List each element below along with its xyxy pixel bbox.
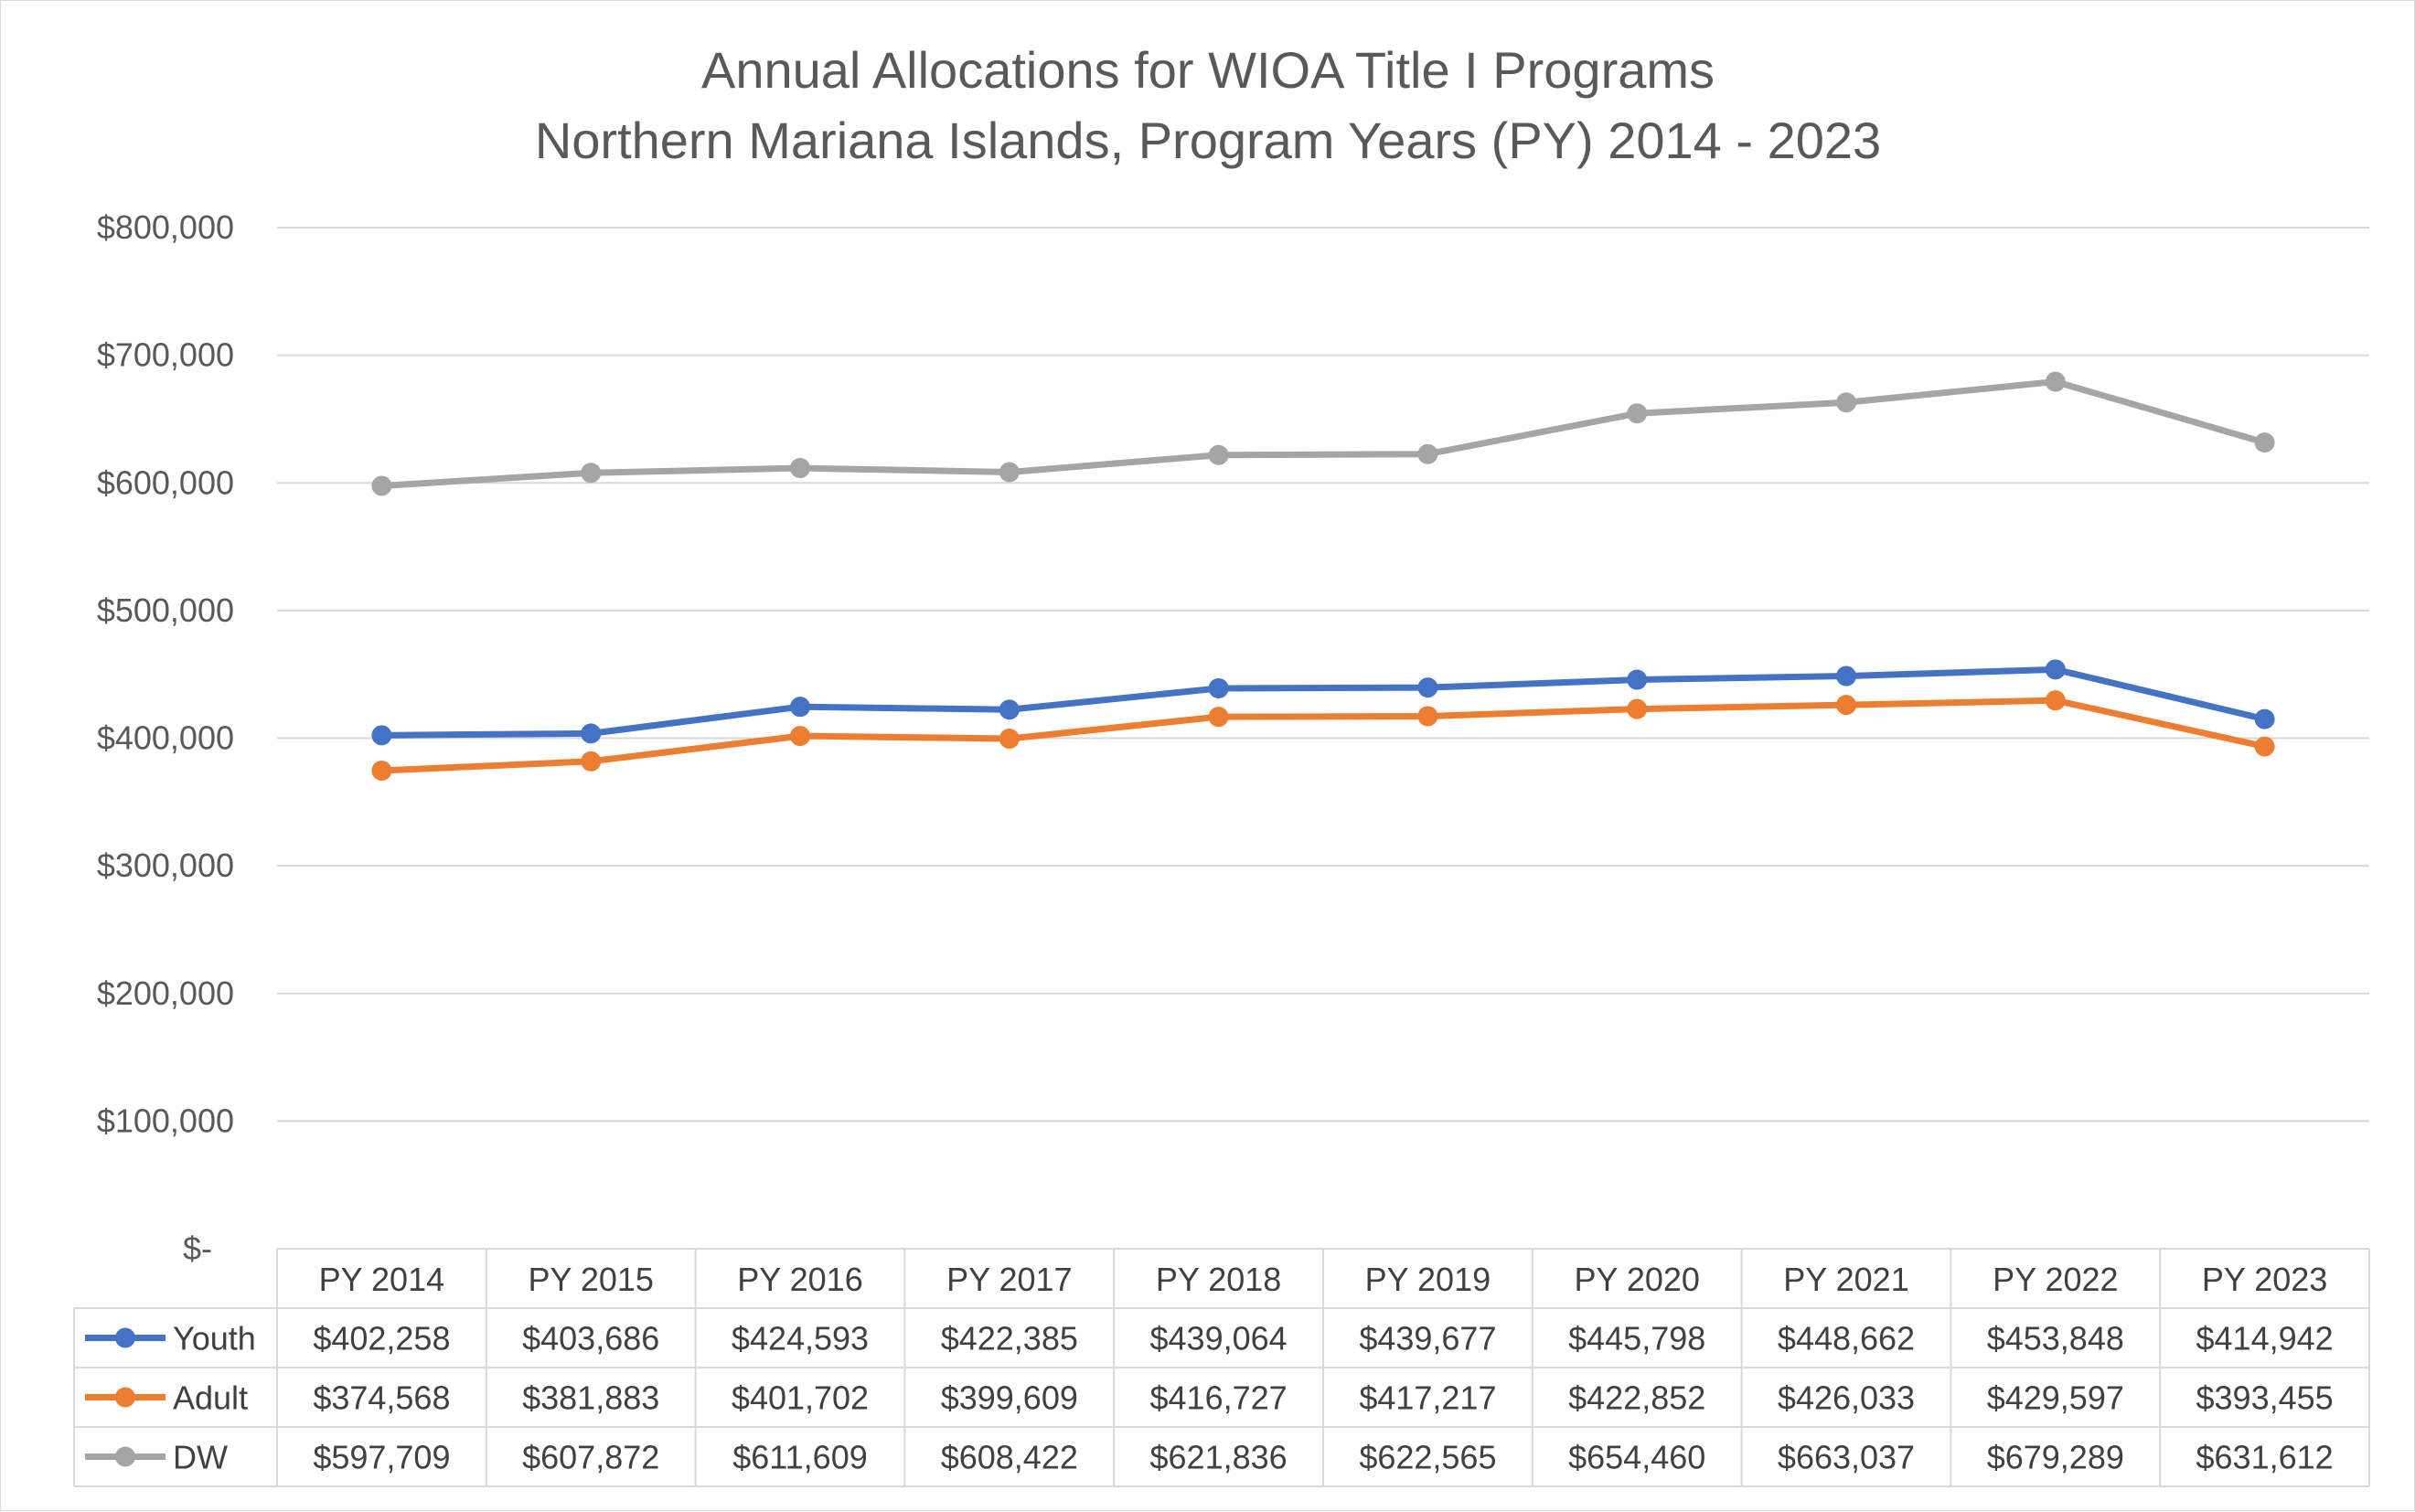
data-point-youth [2045, 659, 2066, 680]
data-point-youth [1208, 677, 1229, 698]
data-point-dw [2254, 432, 2275, 453]
table-cell-value: $597,709 [313, 1439, 450, 1476]
legend-label: Youth [173, 1320, 256, 1358]
series-line-adult [378, 697, 2269, 774]
category-label: PY 2017 [946, 1261, 1072, 1298]
y-tick-label: $500,000 [97, 591, 234, 629]
data-point-youth [581, 723, 602, 744]
table-cell-value: $417,217 [1359, 1379, 1496, 1417]
table-cell-value: $679,289 [1987, 1439, 2124, 1476]
data-point-adult [1208, 707, 1229, 728]
data-point-dw [1417, 443, 1438, 464]
data-point-dw [1208, 444, 1229, 465]
category-label: PY 2022 [1993, 1261, 2118, 1298]
table-cell-value: $611,609 [732, 1439, 867, 1476]
data-point-youth [371, 725, 392, 746]
data-point-youth [2254, 708, 2275, 729]
data-point-adult [1627, 698, 1648, 719]
category-label: PY 2019 [1365, 1261, 1491, 1298]
y-tick-label: $800,000 [97, 208, 234, 246]
chart-title: Annual Allocations for WIOA Title I Prog… [701, 41, 1715, 99]
category-label: PY 2014 [319, 1261, 444, 1298]
data-point-adult [1417, 706, 1438, 727]
table-cell-value: $439,677 [1359, 1320, 1496, 1358]
table-cell-value: $426,033 [1778, 1379, 1915, 1417]
table-cell-value: $381,883 [522, 1379, 659, 1417]
table-cell-value: $422,385 [941, 1320, 1078, 1358]
category-label: PY 2016 [737, 1261, 862, 1298]
y-tick-label: $- [183, 1230, 212, 1267]
legend-label: Adult [173, 1379, 248, 1417]
table-cell-value: $445,798 [1568, 1320, 1705, 1358]
data-table: PY 2014 PY 2015 PY 2016 PY 2017 PY 2018 PY 20… [73, 1248, 2370, 1487]
series-line-youth [378, 665, 2269, 739]
table-cell-value: $608,422 [941, 1439, 1078, 1476]
table-cell-value: $414,942 [2196, 1320, 2334, 1358]
data-point-adult [790, 726, 810, 747]
y-tick-label: $700,000 [97, 336, 234, 374]
table-cell-value: $654,460 [1568, 1439, 1705, 1476]
table-cell-value: $621,836 [1150, 1439, 1288, 1476]
table-cell-value: $374,568 [313, 1379, 450, 1417]
table-cell-value: $607,872 [522, 1439, 659, 1476]
y-axis-tick-labels: $- $100,000 $200,000 $300,000 $400,000 $500,0… [97, 208, 234, 1267]
data-point-youth [1417, 677, 1438, 698]
series-lines [371, 371, 2275, 782]
gridlines [277, 227, 2369, 1123]
data-point-dw [790, 458, 810, 479]
y-tick-label: $400,000 [97, 719, 234, 757]
category-label: PY 2020 [1574, 1261, 1699, 1298]
table-cell-value: $631,612 [2196, 1439, 2334, 1476]
data-point-dw [2045, 371, 2066, 392]
table-cell-value: $422,852 [1568, 1379, 1705, 1417]
table-cell-value: $424,593 [732, 1320, 869, 1358]
y-tick-label: $200,000 [97, 974, 234, 1012]
legend-key-marker [115, 1446, 135, 1467]
chart-subtitle: Northern Mariana Islands, Program Years … [535, 112, 1881, 169]
category-label: PY 2023 [2202, 1261, 2327, 1298]
table-cell-value: $453,848 [1987, 1320, 2124, 1358]
legend-key-marker [115, 1327, 135, 1348]
table-cell-value: $439,064 [1150, 1320, 1288, 1358]
table-cell-value: $429,597 [1987, 1379, 2124, 1417]
table-cell-value: $393,455 [2196, 1379, 2334, 1417]
data-point-adult [2045, 690, 2066, 711]
y-tick-label: $300,000 [97, 847, 234, 884]
data-point-youth [1836, 665, 1856, 687]
table-cell-value: $401,702 [732, 1379, 869, 1417]
y-tick-label: $600,000 [97, 463, 234, 501]
table-cell-value: $402,258 [313, 1320, 450, 1358]
category-label: PY 2018 [1156, 1261, 1281, 1298]
data-point-dw [999, 462, 1020, 483]
data-point-dw [1627, 403, 1648, 424]
data-point-dw [581, 463, 602, 484]
data-point-youth [999, 699, 1020, 720]
data-point-dw [371, 475, 392, 496]
data-point-youth [1627, 669, 1648, 690]
y-tick-label: $100,000 [97, 1102, 234, 1139]
table-cell-value: $448,662 [1778, 1320, 1915, 1358]
table-cell-value: $663,037 [1778, 1439, 1915, 1476]
category-label: PY 2015 [528, 1261, 653, 1298]
table-cell-value: $403,686 [522, 1320, 659, 1358]
category-label: PY 2021 [1783, 1261, 1908, 1298]
data-point-adult [1836, 695, 1856, 716]
legend-label: DW [173, 1439, 228, 1476]
table-cell-value: $399,609 [941, 1379, 1078, 1417]
data-point-adult [581, 751, 602, 772]
series-line-dw [378, 378, 2269, 489]
table-cell-value: $622,565 [1359, 1439, 1496, 1476]
data-point-adult [999, 729, 1020, 750]
data-point-youth [790, 697, 810, 718]
data-point-dw [1836, 392, 1856, 413]
legend-key-marker [115, 1387, 135, 1408]
data-point-adult [2254, 736, 2275, 757]
data-point-adult [371, 761, 392, 782]
table-cell-value: $416,727 [1150, 1379, 1288, 1417]
